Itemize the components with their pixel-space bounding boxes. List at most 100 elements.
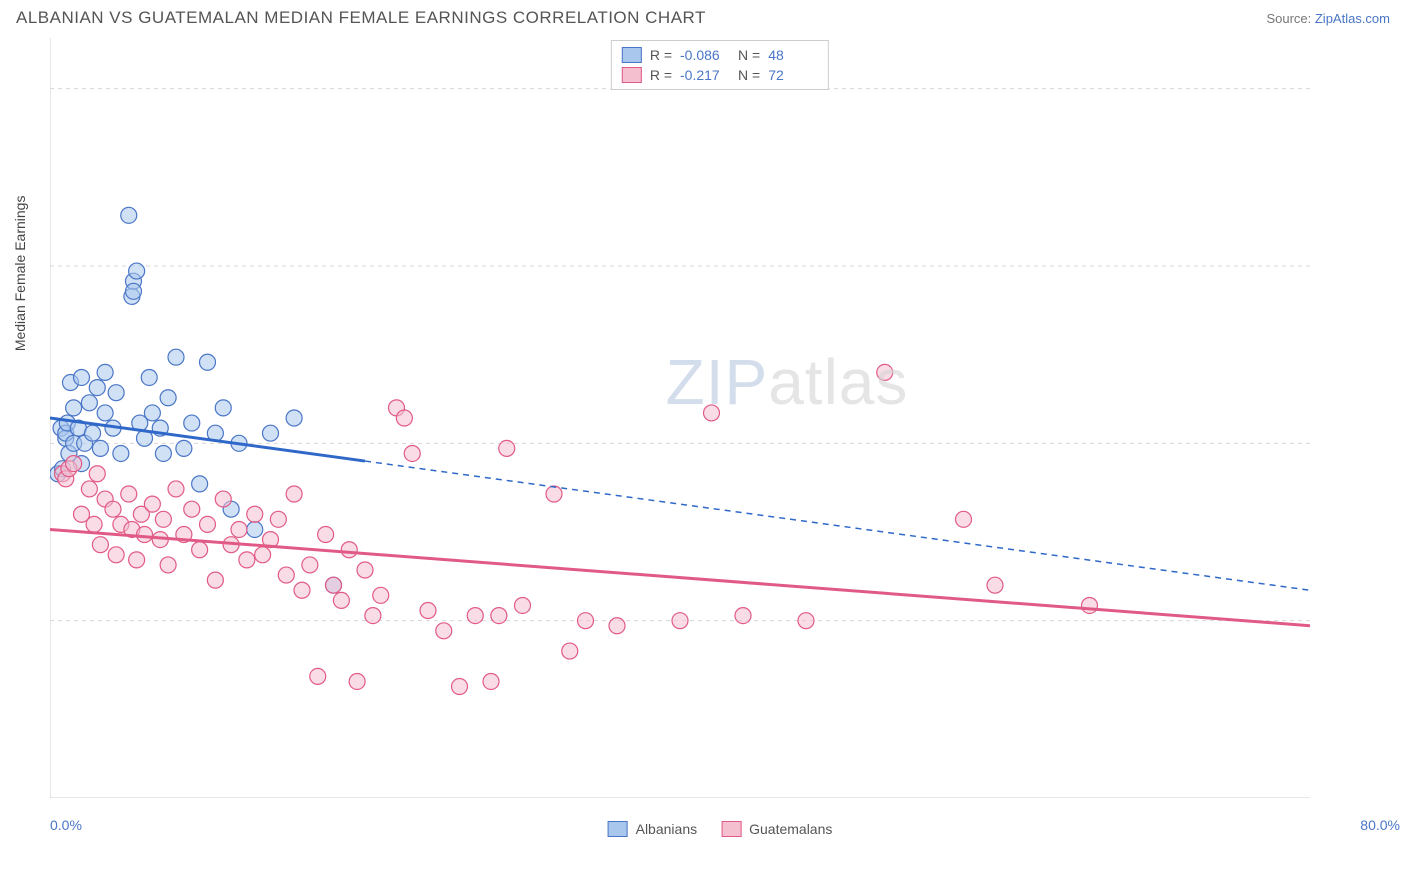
data-point [609,618,625,634]
data-point [515,597,531,613]
data-point [85,425,101,441]
data-point [318,527,334,543]
data-point [546,486,562,502]
data-point [231,521,247,537]
data-point [125,283,141,299]
data-point [373,587,389,603]
data-point [467,608,483,624]
data-point [499,440,515,456]
chart-container: Median Female Earnings $27,500$45,000$62… [50,38,1390,803]
legend-label: Albanians [636,821,698,837]
data-point [192,542,208,558]
data-point [121,207,137,223]
data-point [86,516,102,532]
data-point [184,415,200,431]
data-point [155,511,171,527]
data-point [987,577,1003,593]
data-point [192,476,208,492]
data-point [108,547,124,563]
data-point [89,466,105,482]
data-point [247,521,263,537]
data-point [239,552,255,568]
legend-swatch-icon [608,821,628,837]
legend-swatch-icon [622,67,642,83]
data-point [247,506,263,522]
data-point [310,668,326,684]
data-point [704,405,720,421]
n-label: N = [738,47,760,63]
data-point [200,354,216,370]
data-point [89,380,105,396]
r-value: -0.086 [680,47,730,63]
data-point [483,673,499,689]
r-label: R = [650,67,672,83]
data-point [66,456,82,472]
stats-legend: R =-0.086N =48R =-0.217N =72 [611,40,829,90]
data-point [286,486,302,502]
data-point [562,643,578,659]
data-point [333,592,349,608]
data-point [207,572,223,588]
data-point [877,364,893,380]
data-point [578,613,594,629]
data-point [129,552,145,568]
legend-swatch-icon [721,821,741,837]
data-point [735,608,751,624]
data-point [81,481,97,497]
data-point [215,400,231,416]
data-point [436,623,452,639]
data-point [121,486,137,502]
data-point [81,395,97,411]
data-point [294,582,310,598]
data-point [349,673,365,689]
n-label: N = [738,67,760,83]
trendline-extrapolated [365,461,1310,590]
data-point [92,440,108,456]
data-point [215,491,231,507]
data-point [396,410,412,426]
data-point [92,537,108,553]
data-point [108,385,124,401]
data-point [66,400,82,416]
data-point [326,577,342,593]
data-point [357,562,373,578]
data-point [129,263,145,279]
data-point [168,481,184,497]
data-point [956,511,972,527]
chart-title: ALBANIAN VS GUATEMALAN MEDIAN FEMALE EAR… [16,8,706,28]
data-point [255,547,271,563]
data-point [263,425,279,441]
x-axis-max-label: 80.0% [1360,817,1400,833]
data-point [160,390,176,406]
data-point [420,603,436,619]
data-point [270,511,286,527]
data-point [113,445,129,461]
data-point [160,557,176,573]
data-point [1082,597,1098,613]
data-point [97,405,113,421]
series-legend: AlbaniansGuatemalans [608,821,833,837]
data-point [155,445,171,461]
n-value: 48 [768,47,818,63]
data-point [144,405,160,421]
source-label: Source: [1266,11,1314,26]
data-point [97,364,113,380]
n-value: 72 [768,67,818,83]
data-point [200,516,216,532]
data-point [137,527,153,543]
legend-row: R =-0.086N =48 [622,45,818,65]
source-attribution: Source: ZipAtlas.com [1266,11,1390,26]
data-point [286,410,302,426]
r-value: -0.217 [680,67,730,83]
y-axis-label: Median Female Earnings [12,195,28,351]
scatter-chart [50,38,1310,798]
data-point [105,501,121,517]
data-point [74,369,90,385]
data-point [491,608,507,624]
data-point [302,557,318,573]
data-point [184,501,200,517]
data-point [278,567,294,583]
trendline [50,529,1310,625]
data-point [452,679,468,695]
source-link[interactable]: ZipAtlas.com [1315,11,1390,26]
